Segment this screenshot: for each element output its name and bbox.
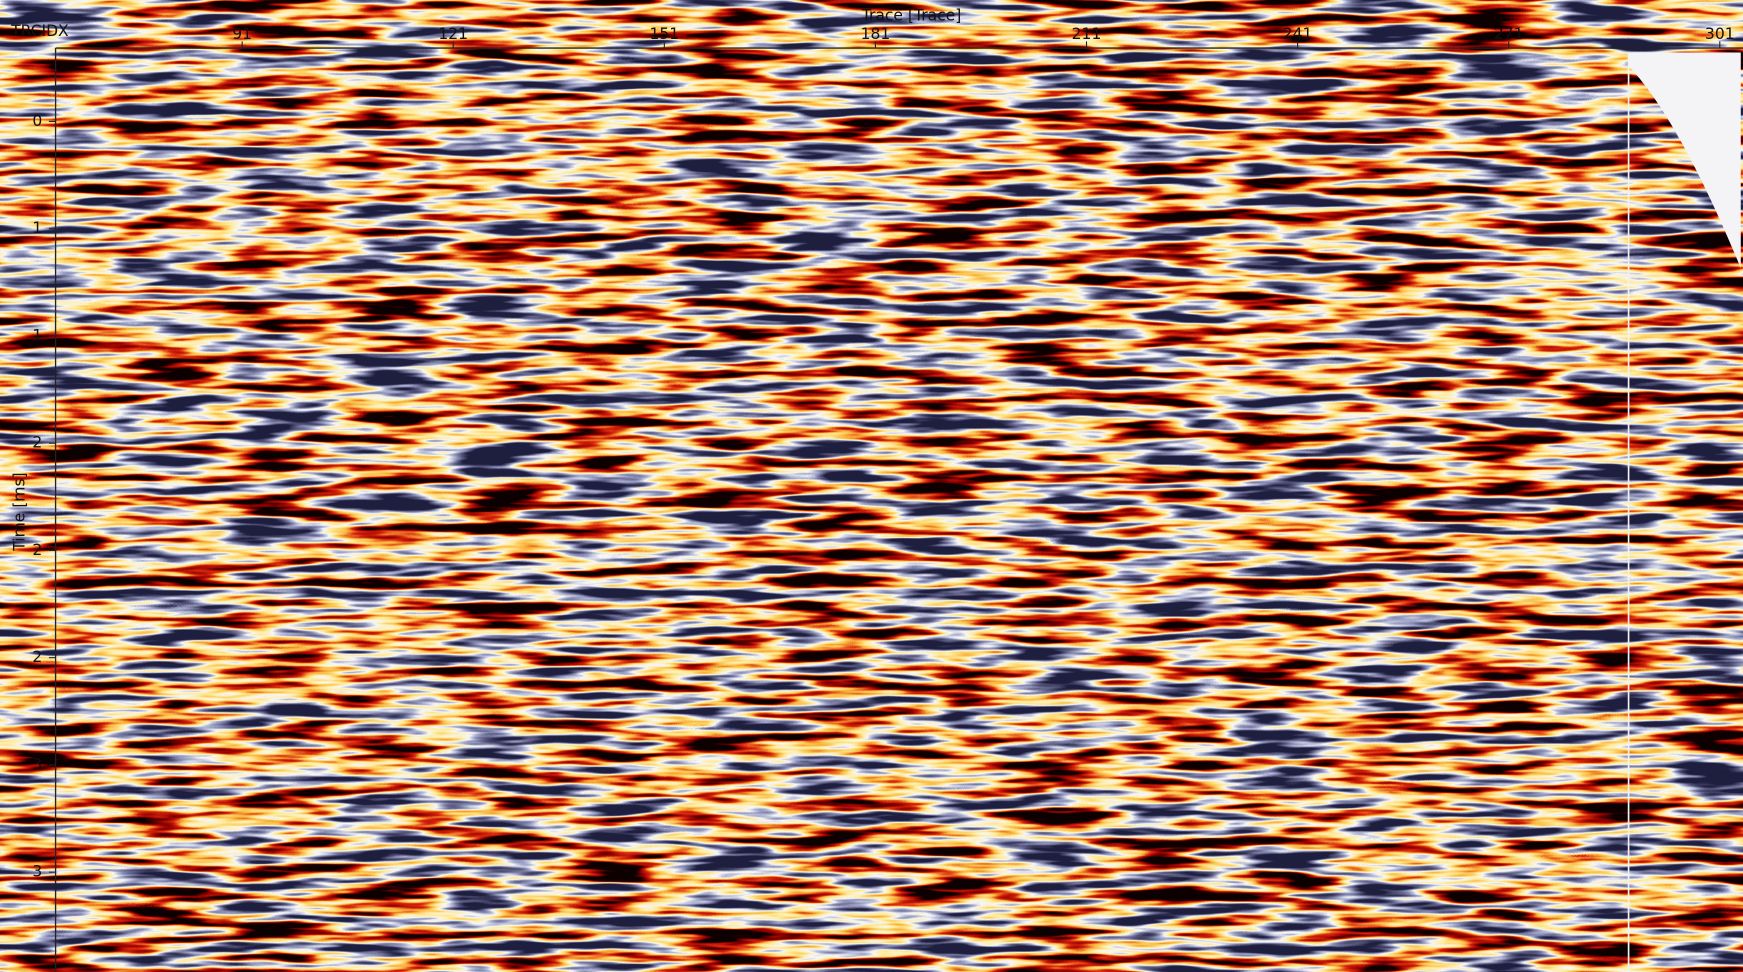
y-tick-label: 1 (32, 219, 42, 237)
y-tick-label: 2 (32, 434, 42, 452)
y-tick-label: 2 (32, 648, 42, 666)
mute-zone (1628, 52, 1741, 269)
x-tick-label: 271 (1494, 25, 1524, 43)
mute-zone (1404, 52, 1517, 278)
mute-zone (170, 52, 283, 326)
mute-zone (1516, 52, 1629, 273)
y-tick-label: 0 (32, 112, 42, 130)
x-tick-label: 241 (1283, 25, 1313, 43)
y-tick-label: 3 (32, 863, 42, 881)
mute-zone (1291, 52, 1405, 282)
mute-zone (506, 52, 619, 313)
x-axis-title: Trace [Trace] (861, 6, 962, 24)
y-tick-label: 3 (32, 755, 42, 773)
mute-zone (282, 52, 395, 322)
seismic-image (56, 52, 1741, 972)
mute-zone (618, 52, 731, 309)
x-tick-label: 151 (649, 25, 679, 43)
mute-zone (843, 52, 956, 300)
mute-zone (57, 52, 171, 331)
x-tick-label: 301 (1705, 25, 1735, 43)
mute-zone (1179, 52, 1292, 286)
x-tick-label: 91 (232, 25, 252, 43)
mute-zone (1067, 52, 1180, 291)
mute-zone (730, 52, 844, 304)
corner-label: TRCIDX (10, 22, 69, 40)
y-tick-label: 2 (32, 541, 42, 559)
x-tick-label: 211 (1072, 25, 1102, 43)
mute-zone (955, 52, 1068, 295)
mute-zone (394, 52, 507, 318)
y-tick-label: 1 (32, 326, 42, 344)
y-axis-title: Time [ms] (11, 472, 29, 551)
x-tick-label: 181 (861, 25, 891, 43)
x-tick-label: 121 (438, 25, 468, 43)
